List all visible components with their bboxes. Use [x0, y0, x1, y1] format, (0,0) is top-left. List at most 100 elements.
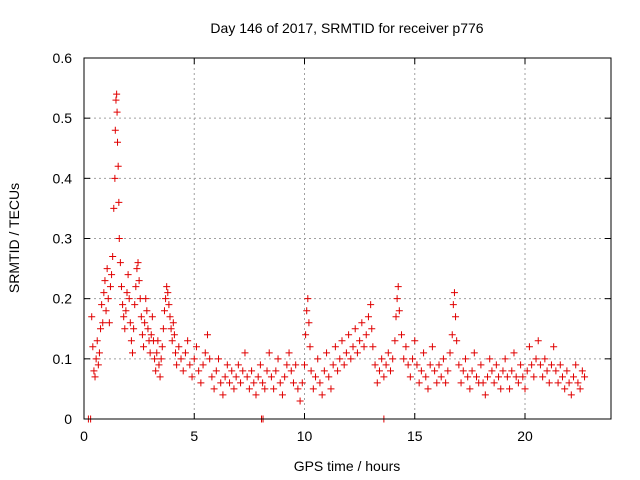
axis-ticks: 0 0.1 0.2 0.3 0.4 0.5 0.6 0 5 10 15 20	[53, 50, 611, 444]
data-point	[367, 301, 375, 309]
data-point	[373, 379, 381, 387]
data-point	[426, 361, 434, 369]
data-point	[175, 343, 183, 351]
data-point	[208, 373, 216, 381]
data-point	[384, 349, 392, 357]
data-point	[490, 379, 498, 387]
data-point	[561, 385, 569, 393]
data-point	[181, 349, 189, 357]
data-point	[574, 379, 582, 387]
data-point	[89, 343, 97, 351]
data-point	[450, 289, 458, 297]
data-point	[130, 325, 138, 333]
data-point	[402, 343, 410, 351]
y-axis-label: SRMTID / TECUs	[6, 183, 22, 293]
data-point	[116, 259, 124, 267]
data-point	[301, 361, 309, 369]
data-point	[340, 361, 348, 369]
data-point	[382, 361, 390, 369]
data-point	[449, 301, 457, 309]
data-point	[123, 289, 131, 297]
data-point	[420, 349, 428, 357]
x-tick-label: 20	[517, 428, 533, 444]
data-point	[391, 337, 399, 345]
data-point	[303, 307, 311, 315]
data-point	[114, 138, 122, 146]
data-point	[151, 355, 159, 363]
data-point	[226, 379, 234, 387]
data-point	[395, 307, 403, 315]
data-point	[263, 367, 271, 375]
data-point	[92, 355, 100, 363]
data-point	[155, 361, 163, 369]
data-point	[503, 373, 511, 381]
data-point	[543, 367, 551, 375]
data-point	[394, 283, 402, 291]
data-point	[360, 343, 368, 351]
data-point	[167, 325, 175, 333]
data-point	[129, 349, 137, 357]
data-point	[380, 373, 388, 381]
data-point	[111, 126, 119, 134]
data-point	[156, 373, 164, 381]
data-point	[259, 379, 267, 387]
data-point	[169, 319, 177, 327]
data-point	[565, 379, 573, 387]
data-point	[119, 301, 127, 309]
data-points	[84, 90, 589, 423]
data-point	[94, 361, 102, 369]
y-tick-label: 0.1	[53, 351, 73, 367]
data-point	[256, 361, 264, 369]
data-point	[141, 319, 149, 327]
data-point	[241, 349, 249, 357]
data-point	[576, 385, 584, 393]
data-point	[466, 385, 474, 393]
data-point	[95, 349, 103, 357]
data-point	[362, 331, 370, 339]
data-point	[108, 271, 116, 279]
data-point	[294, 385, 302, 393]
data-point	[499, 367, 507, 375]
data-point	[254, 373, 262, 381]
data-point	[552, 367, 560, 375]
data-point	[312, 373, 320, 381]
data-point	[536, 361, 544, 369]
data-point	[272, 367, 280, 375]
data-point	[304, 295, 312, 303]
y-tick-label: 0.6	[53, 50, 73, 66]
data-point	[276, 379, 284, 387]
data-point	[121, 325, 129, 333]
data-point	[179, 367, 187, 375]
data-point	[519, 373, 527, 381]
data-point	[468, 367, 476, 375]
data-point	[199, 361, 207, 369]
data-point	[472, 373, 480, 381]
data-point	[219, 391, 227, 399]
data-point	[302, 331, 310, 339]
data-point	[581, 373, 589, 381]
data-point	[437, 373, 445, 381]
data-point	[146, 349, 154, 357]
data-point	[109, 253, 117, 261]
data-point	[93, 337, 101, 345]
data-point	[99, 319, 107, 327]
data-point	[102, 307, 110, 315]
data-point	[422, 373, 430, 381]
data-point	[153, 349, 161, 357]
data-point	[351, 325, 359, 333]
data-point	[470, 349, 478, 357]
data-point	[545, 379, 553, 387]
data-point	[534, 337, 542, 345]
data-point	[137, 313, 145, 321]
data-point	[88, 313, 96, 321]
data-point	[239, 367, 247, 375]
data-point	[325, 373, 333, 381]
data-point	[186, 361, 194, 369]
data-point	[356, 337, 364, 345]
data-point	[446, 349, 454, 357]
data-point	[212, 367, 220, 375]
data-point	[134, 259, 142, 267]
data-point	[267, 373, 275, 381]
data-point	[298, 379, 306, 387]
data-point	[514, 379, 522, 387]
